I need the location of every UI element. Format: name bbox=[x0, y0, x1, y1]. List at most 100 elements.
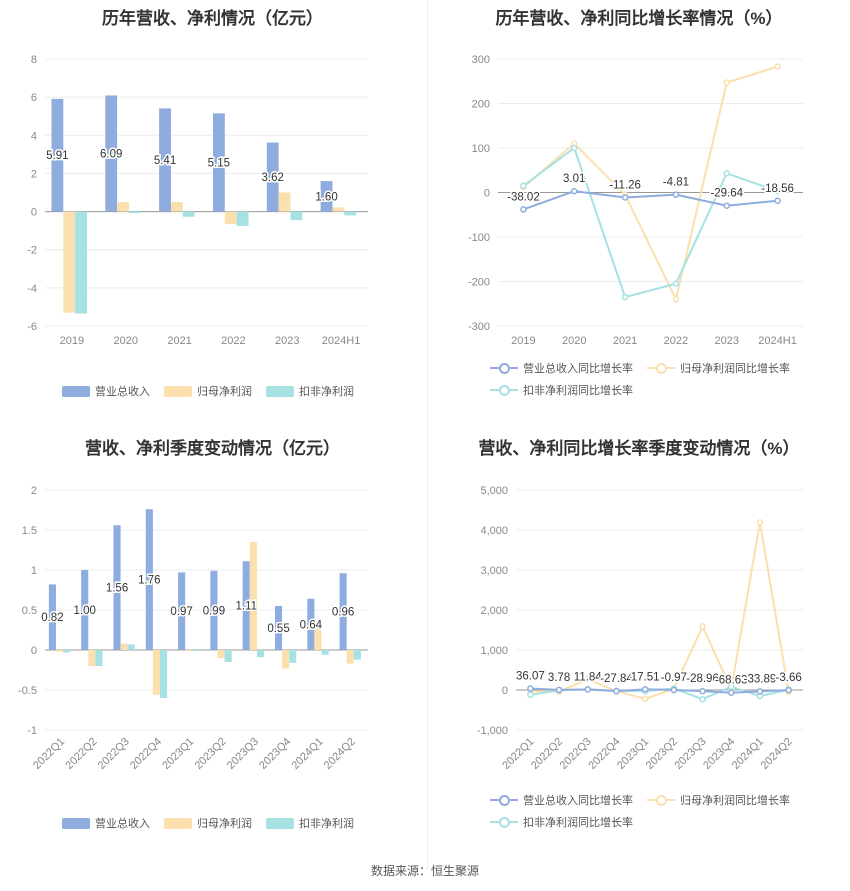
y-tick-label: 0 bbox=[31, 207, 37, 219]
bar bbox=[128, 211, 141, 214]
legend-item-net-profit[interactable]: 归母净利润 bbox=[164, 812, 252, 834]
data-label: 0.99 bbox=[203, 605, 225, 617]
data-point bbox=[728, 683, 735, 691]
data-source-footer: 数据来源：恒生聚源 bbox=[370, 864, 479, 878]
bar bbox=[266, 142, 279, 212]
legend-item-net-profit[interactable]: 归母净利润 bbox=[164, 380, 252, 402]
legend: 营业总收入同比增长率 归母净利润同比增长率 扣非净利润同比增长率 bbox=[490, 357, 830, 401]
x-tick-label: 2022Q4 bbox=[128, 736, 164, 772]
y-tick-label: 4 bbox=[31, 130, 37, 142]
bar bbox=[339, 573, 347, 650]
bar bbox=[290, 211, 303, 221]
data-point bbox=[774, 197, 781, 205]
legend-item-revenue[interactable]: 营业总收入 bbox=[62, 380, 150, 402]
y-tick-label: 0.5 bbox=[22, 605, 37, 617]
data-label: -0.97 bbox=[661, 672, 687, 684]
legend-item-revenue-growth[interactable]: 营业总收入同比增长率 bbox=[490, 357, 633, 379]
legend-item-revenue[interactable]: 营业总收入 bbox=[62, 812, 150, 834]
quarterly-growth-chart: 5,0004,0003,0002,0001,0000-1,0002022Q120… bbox=[477, 485, 803, 772]
legend-label: 归母净利润 bbox=[197, 386, 252, 398]
y-tick-label: -1 bbox=[27, 725, 37, 737]
x-tick-label: 2024H1 bbox=[758, 335, 797, 347]
bar bbox=[63, 211, 76, 313]
legend-item-deducted-profit[interactable]: 扣非净利润 bbox=[266, 812, 354, 834]
bar bbox=[321, 650, 329, 655]
bar bbox=[120, 643, 128, 650]
data-label: 5.91 bbox=[46, 150, 68, 162]
bar bbox=[242, 561, 250, 650]
bar bbox=[75, 211, 87, 314]
y-tick-label: -6 bbox=[27, 321, 37, 333]
y-tick-label: 6 bbox=[31, 92, 37, 104]
legend: 营业总收入同比增长率 归母净利润同比增长率 扣非净利润同比增长率 bbox=[490, 789, 830, 833]
legend-label: 扣非净利润 bbox=[299, 818, 354, 830]
legend-item-net-growth[interactable]: 归母净利润同比增长率 bbox=[647, 357, 790, 379]
data-point bbox=[670, 686, 678, 694]
data-point bbox=[672, 191, 680, 198]
legend-item-deducted-growth[interactable]: 扣非净利润同比增长率 bbox=[490, 811, 633, 833]
y-tick-label: 0 bbox=[484, 188, 490, 200]
legend-swatch bbox=[490, 794, 518, 806]
data-point bbox=[571, 187, 578, 195]
x-tick-label: 2023Q4 bbox=[257, 736, 293, 772]
legend-label: 营业总收入 bbox=[95, 818, 150, 830]
x-tick-label: 2023Q2 bbox=[193, 736, 229, 772]
legend-swatch bbox=[490, 362, 518, 374]
bar bbox=[159, 650, 168, 698]
data-label: 0.97 bbox=[170, 606, 192, 618]
x-tick-label: 2023Q1 bbox=[160, 736, 196, 772]
data-point bbox=[520, 206, 527, 213]
data-point bbox=[699, 695, 706, 703]
legend-item-deducted-profit[interactable]: 扣非净利润 bbox=[266, 380, 354, 402]
data-point bbox=[672, 280, 680, 287]
y-tick-label: -100 bbox=[468, 232, 490, 244]
x-tick-label: 2022 bbox=[664, 335, 688, 347]
y-tick-label: 0 bbox=[31, 645, 37, 657]
data-label: 1.76 bbox=[138, 575, 160, 587]
legend-swatch bbox=[266, 817, 294, 829]
legend-label: 营业总收入同比增长率 bbox=[523, 363, 633, 375]
data-label: 1.60 bbox=[315, 191, 337, 203]
data-point bbox=[621, 293, 629, 301]
bar bbox=[353, 650, 361, 660]
bar bbox=[55, 650, 64, 652]
bar bbox=[224, 211, 237, 224]
bar bbox=[81, 570, 89, 650]
data-label: 11.84 bbox=[574, 672, 603, 684]
bar bbox=[170, 202, 183, 212]
data-label: 0.82 bbox=[41, 612, 63, 624]
x-tick-label: 2024Q2 bbox=[322, 736, 358, 772]
bar bbox=[224, 650, 232, 662]
x-tick-label: 2024H1 bbox=[322, 335, 361, 347]
legend-swatch bbox=[647, 794, 675, 806]
legend-item-deducted-growth[interactable]: 扣非净利润同比增长率 bbox=[490, 379, 633, 401]
bar bbox=[210, 570, 218, 650]
x-tick-label: 2023 bbox=[715, 335, 739, 347]
data-point bbox=[723, 79, 730, 86]
bar bbox=[88, 650, 96, 666]
data-label: 3.78 bbox=[548, 672, 570, 684]
data-point bbox=[571, 144, 578, 152]
y-tick-label: -4 bbox=[27, 283, 37, 295]
data-label: 0.96 bbox=[332, 607, 354, 619]
legend-item-revenue-growth[interactable]: 营业总收入同比增长率 bbox=[490, 789, 633, 811]
y-tick-label: 8 bbox=[31, 54, 37, 66]
legend-label: 营业总收入 bbox=[95, 386, 150, 398]
bar bbox=[182, 211, 195, 217]
data-point bbox=[723, 170, 730, 177]
data-point bbox=[584, 675, 591, 683]
chart-title: 营收、净利季度变动情况（亿元） bbox=[85, 439, 340, 458]
series-line bbox=[530, 687, 789, 694]
data-point bbox=[527, 685, 534, 692]
legend-swatch bbox=[647, 362, 675, 374]
data-label: 3.01 bbox=[563, 173, 585, 185]
legend-swatch bbox=[62, 817, 90, 829]
legend-label: 扣非净利润 bbox=[299, 386, 354, 398]
chart-title: 历年营收、净利同比增长率情况（%） bbox=[495, 9, 783, 28]
quarterly-revenue-profit-chart: 21.510.50-0.5-12022Q12022Q22022Q32022Q42… bbox=[18, 485, 368, 772]
y-tick-label: -0.5 bbox=[18, 685, 37, 697]
bar bbox=[289, 650, 297, 663]
data-label: -68.63 bbox=[715, 675, 748, 687]
legend-item-net-growth[interactable]: 归母净利润同比增长率 bbox=[647, 789, 790, 811]
y-tick-label: 1.5 bbox=[22, 525, 37, 537]
